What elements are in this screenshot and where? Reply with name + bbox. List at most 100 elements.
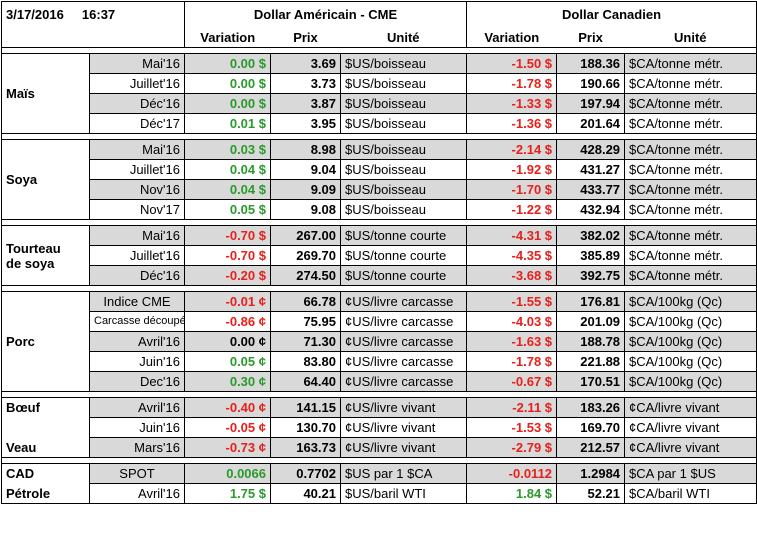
usd-unit: $US/boisseau <box>339 113 468 134</box>
cad-unit: $CA/100kg (Qc) <box>624 371 757 392</box>
commodity-label: Soya <box>1 139 90 220</box>
price-row: Déc'16 -0.20 $274.50 $US/tonne courte -3.68… <box>2 265 757 286</box>
cad-price: 382.02 <box>556 225 626 246</box>
contract-period: Mai'16 <box>89 139 185 160</box>
usd-unit: $US/tonne courte <box>339 245 468 266</box>
cad-variation: -4.03 $ <box>466 311 558 332</box>
usd-price: 40.21 <box>270 483 341 504</box>
commodity-label: Bœuf <box>1 397 90 418</box>
price-row: Avril'16 0.00 ¢ 71.30 ¢US/livre carcasse -1.… <box>2 331 757 352</box>
cad-price: 176.81 <box>556 291 626 312</box>
cad-price: 428.29 <box>556 139 626 160</box>
contract-period: Avril'16 <box>89 331 185 352</box>
cad-price: 392.75 <box>556 265 626 286</box>
price-row: Juillet'16 0.00 $3.73 $US/boisseau -1.78 $1… <box>2 73 757 94</box>
contract-period: Carcasse découpée <box>89 311 185 332</box>
report-time: 16:37 <box>81 7 116 23</box>
cad-unit: ¢CA/livre vivant <box>624 397 757 418</box>
cad-unit: $CA/tonne métr. <box>624 245 757 266</box>
price-row: Juillet'16 0.04 $9.04 $US/boisseau -1.92 $4… <box>2 159 757 180</box>
cad-unit: $CA/tonne métr. <box>624 139 757 160</box>
cad-variation: -4.31 $ <box>466 225 558 246</box>
usd-price: 3.95 <box>270 113 341 134</box>
price-row: Déc'16 0.00 $3.87 $US/boisseau -1.33 $197.9… <box>2 93 757 114</box>
usd-variation: 0.00 $ <box>184 93 271 114</box>
usd-unit: ¢US/livre vivant <box>339 397 468 418</box>
price-row: Déc'17 0.01 $3.95 $US/boisseau -1.36 $201.6… <box>2 113 757 134</box>
usd-unit: $US/boisseau <box>339 159 468 180</box>
cad-variation: -1.53 $ <box>466 417 558 438</box>
cad-unit: $CA/tonne métr. <box>624 53 757 74</box>
contract-period: Nov'17 <box>89 199 185 220</box>
cad-unit: $CA/baril WTI <box>624 483 757 504</box>
usd-unit: ¢US/livre carcasse <box>339 351 468 372</box>
usd-price: 9.08 <box>270 199 341 220</box>
usd-price: 3.69 <box>270 53 341 74</box>
usd-section-title: Dollar Américain - CME <box>183 1 468 28</box>
price-row: Juin'16 -0.05 ¢ 130.70 ¢US/livre vivant -1.5… <box>1 417 757 438</box>
price-row: Nov'16 0.04 $9.09 $US/boisseau -1.70 $433.7… <box>2 179 757 200</box>
cad-price: 432.94 <box>556 199 626 220</box>
cad-price: 190.66 <box>556 73 626 94</box>
usd-price: 130.70 <box>270 417 341 438</box>
usd-variation: 0.30 ¢ <box>184 371 271 392</box>
cad-unit: $CA/tonne métr. <box>624 159 757 180</box>
usd-variation: 0.0066 <box>184 463 271 484</box>
cad-unit: ¢CA/livre vivant <box>624 437 757 458</box>
contract-period: Dec'16 <box>89 371 185 392</box>
cad-unit: $CA/100kg (Qc) <box>624 331 757 352</box>
contract-period: Avril'16 <box>89 483 185 504</box>
usd-unit: ¢US/livre carcasse <box>339 371 468 392</box>
usd-col-prix: Prix <box>270 27 341 48</box>
cad-col-prix: Prix <box>556 27 625 48</box>
cad-variation: -1.78 $ <box>466 351 558 372</box>
usd-col-unite: Unité <box>340 27 468 48</box>
contract-period: Mai'16 <box>89 225 185 246</box>
usd-price: 269.70 <box>270 245 341 266</box>
commodity-label-line: Tourteau <box>6 240 61 256</box>
cad-variation: -1.50 $ <box>466 53 558 74</box>
cad-unit: $CA/tonne métr. <box>624 179 757 200</box>
cad-price: 431.27 <box>556 159 626 180</box>
commodity-label: Tourteau de soya <box>1 225 90 286</box>
price-row: Bœuf Avril'16 -0.40 ¢ 141.15 ¢US/livre vivan… <box>1 397 757 418</box>
cad-unit: $CA/100kg (Qc) <box>624 351 757 372</box>
usd-unit: $US par 1 $CA <box>339 463 468 484</box>
usd-price: 71.30 <box>270 331 341 352</box>
cad-unit: $CA/tonne métr. <box>624 113 757 134</box>
usd-price: 75.95 <box>270 311 341 332</box>
usd-variation: -0.73 ¢ <box>184 437 271 458</box>
cad-variation: -2.11 $ <box>466 397 558 418</box>
usd-variation: 0.05 $ <box>184 199 271 220</box>
report-datetime: 3/17/2016 16:37 <box>1 1 185 28</box>
cad-variation: -1.70 $ <box>466 179 558 200</box>
cad-price: 1.2984 <box>556 463 626 484</box>
cad-variation: -2.79 $ <box>466 437 558 458</box>
contract-period: Juillet'16 <box>89 159 185 180</box>
price-row: Juin'16 0.05 ¢ 83.80 ¢US/livre carcasse -1.7… <box>2 351 757 372</box>
cad-price: 170.51 <box>556 371 626 392</box>
price-row: CAD SPOT 0.0066 0.7702 $US par 1 $CA -0.0112 1… <box>1 463 757 484</box>
cad-price: 385.89 <box>556 245 626 266</box>
commodity-label: Maïs <box>1 53 90 134</box>
cad-price: 183.26 <box>556 397 626 418</box>
usd-variation: 0.01 $ <box>184 113 271 134</box>
report-date: 3/17/2016 <box>6 7 64 23</box>
usd-price: 9.04 <box>270 159 341 180</box>
usd-unit: $US/tonne courte <box>339 265 468 286</box>
usd-unit: $US/boisseau <box>339 179 468 200</box>
usd-variation: -0.70 $ <box>184 245 271 266</box>
cad-price: 221.88 <box>556 351 626 372</box>
contract-period: Juin'16 <box>89 351 185 372</box>
cad-section-title: Dollar Canadien <box>466 1 757 28</box>
usd-unit: ¢US/livre vivant <box>339 437 468 458</box>
contract-period: Mai'16 <box>89 53 185 74</box>
cad-variation: -1.55 $ <box>466 291 558 312</box>
usd-variation: -0.86 ¢ <box>184 311 271 332</box>
price-row: Soya Mai'16 0.03 $8.98 $US/boisseau -2.14 $4… <box>1 139 757 220</box>
contract-period: Juillet'16 <box>89 73 185 94</box>
usd-unit: $US/boisseau <box>339 53 468 74</box>
usd-price: 163.73 <box>270 437 341 458</box>
usd-unit: $US/boisseau <box>339 139 468 160</box>
cad-price: 201.09 <box>556 311 626 332</box>
